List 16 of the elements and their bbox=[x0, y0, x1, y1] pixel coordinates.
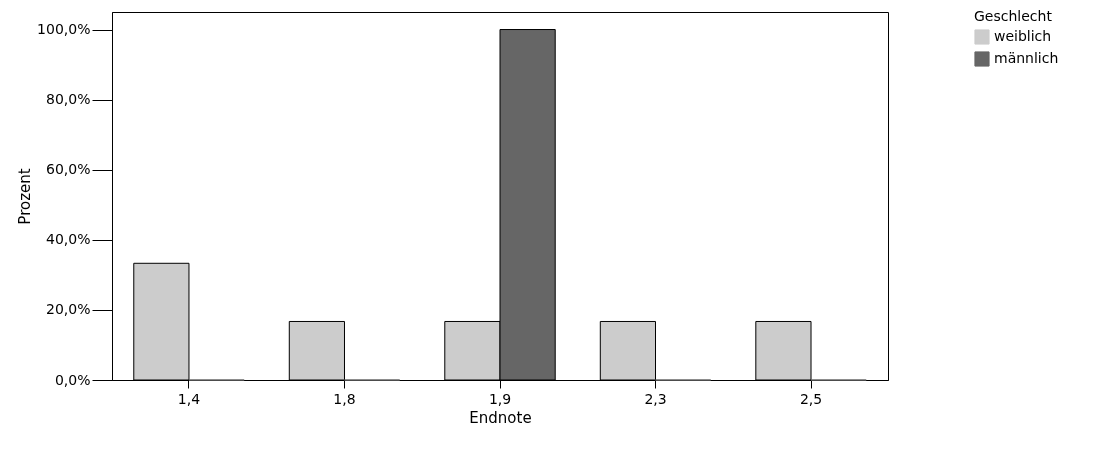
y-tick-label: 100,0% bbox=[37, 21, 91, 38]
y-tick-label: 20,0% bbox=[46, 301, 91, 318]
x-axis-title: Endnote bbox=[469, 408, 532, 427]
y-axis-title: Prozent bbox=[16, 168, 35, 225]
x-tick-label: 2,3 bbox=[644, 390, 667, 407]
legend-label: männlich bbox=[994, 50, 1059, 66]
y-tick-label: 80,0% bbox=[46, 91, 91, 108]
legend-title: Geschlecht bbox=[974, 8, 1053, 24]
x-tick-label: 1,4 bbox=[177, 390, 201, 407]
y-tick-label: 40,0% bbox=[46, 231, 91, 248]
legend-label: weiblich bbox=[994, 28, 1052, 44]
x-tick-label: 1,9 bbox=[488, 390, 512, 407]
y-tick-label: 60,0% bbox=[46, 161, 91, 178]
y-tick-label: 0,0% bbox=[54, 371, 91, 388]
x-tick-label: 1,8 bbox=[333, 390, 356, 407]
x-tick-label: 2,5 bbox=[799, 390, 823, 407]
